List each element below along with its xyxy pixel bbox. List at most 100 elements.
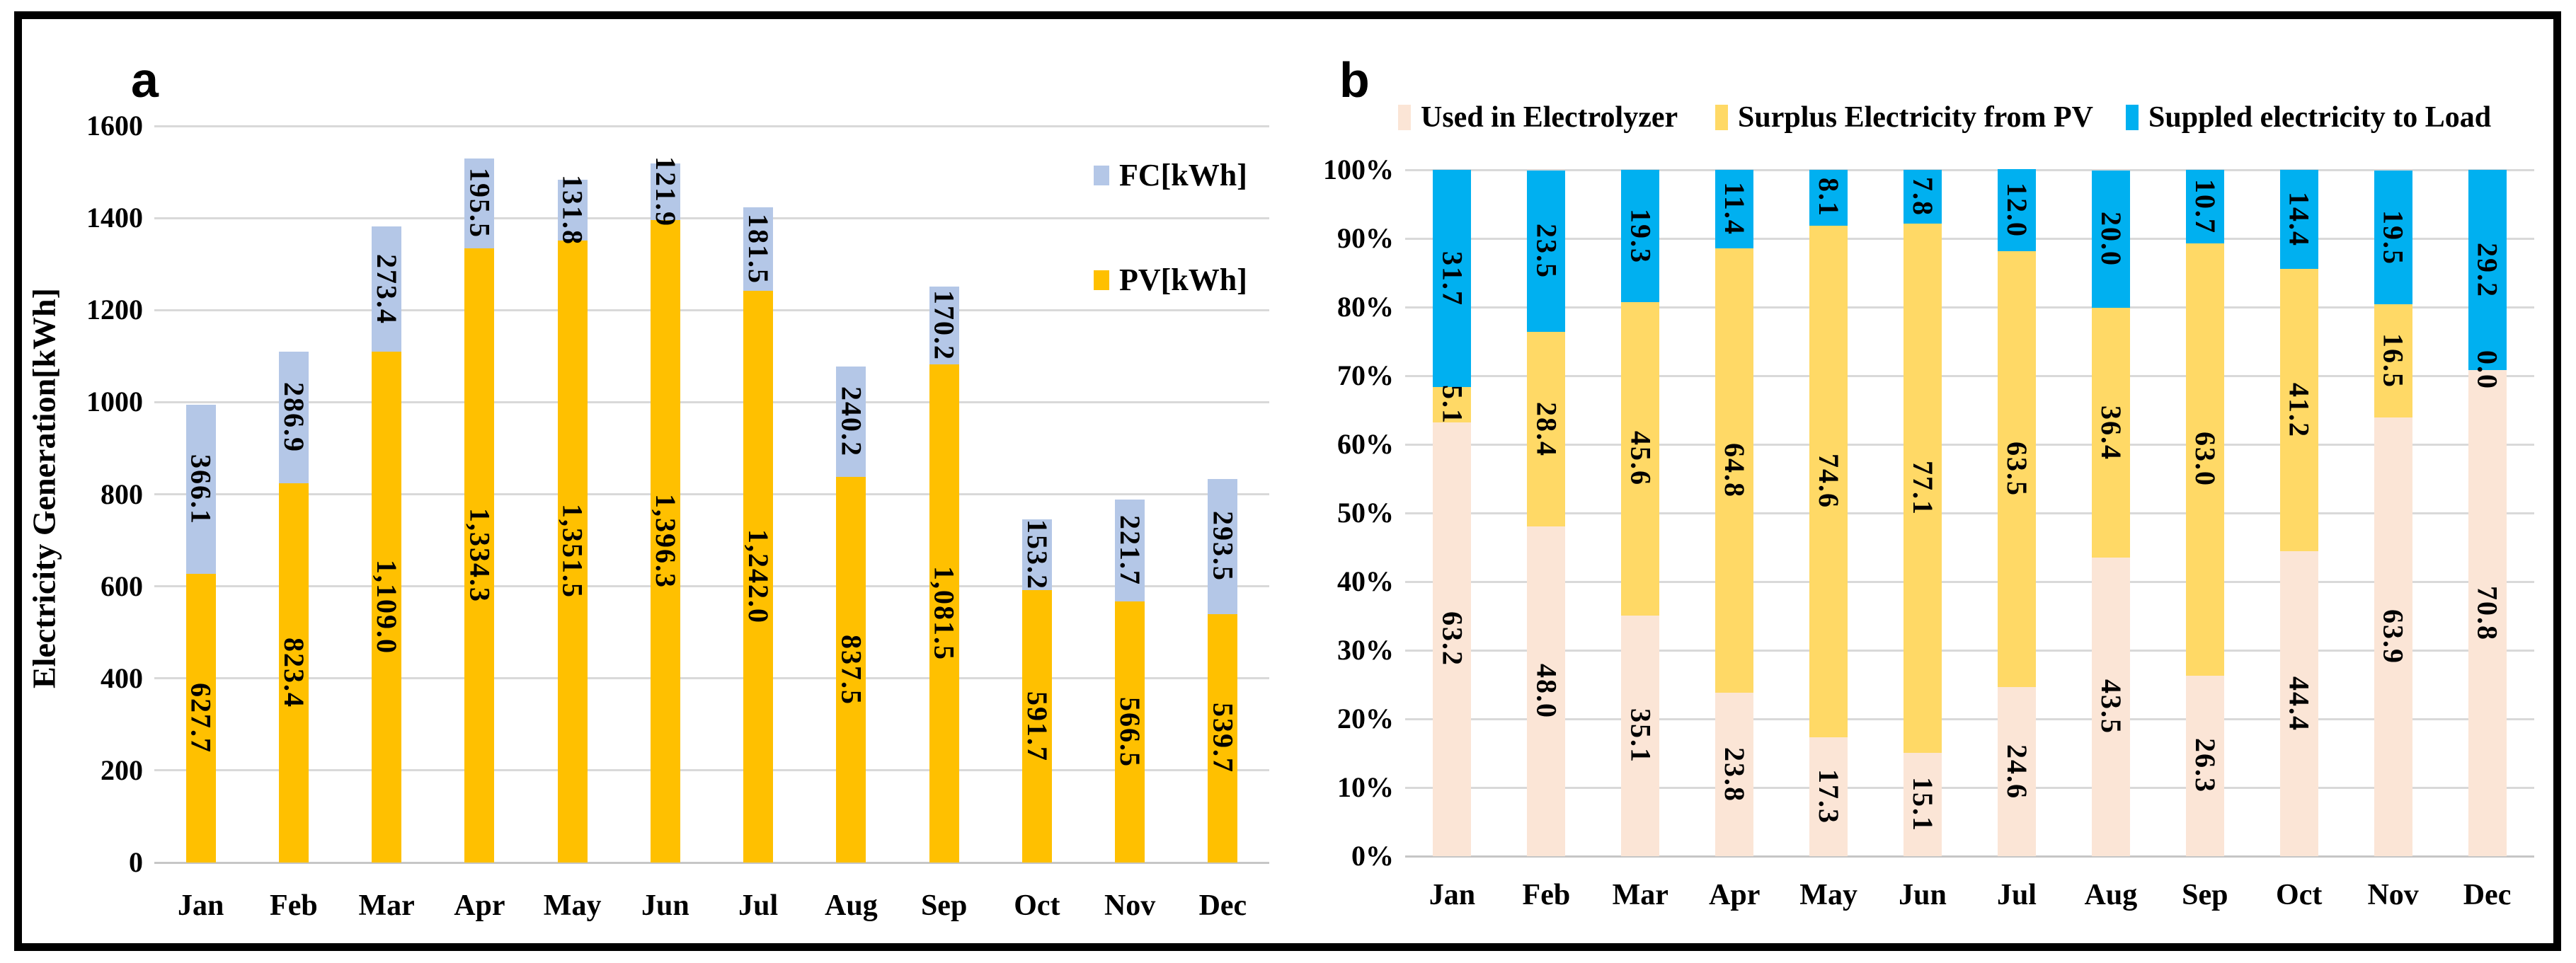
y-tick-label-70: 70% [1337, 359, 1394, 391]
value-label-suppled-electricity-to-load-feb: 23.5 [1530, 223, 1563, 279]
y-tick-label-200: 200 [101, 754, 143, 786]
bar-suppled-electricity-to-load-may [1809, 170, 1848, 226]
month-label-feb: Feb [270, 889, 318, 922]
bar-used-in-electrolyzer-jun [1904, 752, 1942, 856]
month-label-jul: Jul [1996, 879, 2037, 911]
month-label-mar: Mar [358, 889, 415, 922]
y-tick-label-90: 90% [1337, 222, 1394, 254]
bar-fc-kwh-dec [1208, 478, 1238, 614]
value-label-pv-kwh-aug: 837.5 [835, 634, 868, 705]
gridline-0 [1405, 855, 2534, 858]
gridline-1200 [154, 308, 1269, 311]
bar-suppled-electricity-to-load-jan [1433, 170, 1472, 388]
month-label-may: May [543, 889, 602, 922]
legend-swatch-surplus-electricity-from-pv [1715, 105, 1728, 130]
bar-fc-kwh-apr [464, 158, 495, 248]
value-label-used-in-electrolyzer-may: 17.3 [1813, 769, 1845, 825]
bar-surplus-electricity-from-pv-apr [1715, 248, 1754, 693]
value-label-used-in-electrolyzer-mar: 35.1 [1625, 708, 1657, 763]
value-label-surplus-electricity-from-pv-aug: 36.4 [2095, 405, 2127, 461]
bar-surplus-electricity-from-pv-oct [2279, 268, 2318, 552]
value-label-pv-kwh-jan: 627.7 [185, 682, 217, 754]
bar-pv-kwh-jun [650, 219, 680, 863]
legend-label-suppled-electricity-to-load: Suppled electricity to Load [2148, 101, 2492, 134]
bar-pv-kwh-may [557, 240, 588, 863]
value-label-suppled-electricity-to-load-sep: 10.7 [2189, 178, 2221, 234]
legend-item-pv-kwh: PV[kWh] [1094, 265, 1247, 296]
bar-surplus-electricity-from-pv-may [1809, 225, 1848, 738]
y-axis-title-a: Electricity Generation[kWh] [25, 288, 62, 688]
bar-used-in-electrolyzer-jan [1433, 422, 1472, 856]
month-label-may: May [1799, 879, 1857, 911]
bar-pv-kwh-sep [929, 364, 959, 863]
y-tick-label-60: 60% [1337, 428, 1394, 460]
bar-pv-kwh-dec [1208, 613, 1238, 863]
gridline-200 [154, 769, 1269, 772]
bar-fc-kwh-feb [278, 351, 309, 484]
legend-item-suppled-electricity-to-load: Suppled electricity to Load [2126, 103, 2491, 132]
legend-label-used-in-electrolyzer: Used in Electrolyzer [1421, 101, 1678, 134]
month-label-mar: Mar [1612, 879, 1668, 911]
month-label-dec: Dec [2463, 879, 2512, 911]
bar-fc-kwh-nov [1115, 500, 1145, 602]
month-label-sep: Sep [920, 889, 968, 922]
gridline-40 [1405, 580, 2534, 583]
legend-swatch-used-in-electrolyzer [1398, 105, 1411, 130]
value-label-fc-kwh-sep: 170.2 [928, 289, 961, 361]
bar-surplus-electricity-from-pv-jun [1904, 223, 1942, 753]
bar-pv-kwh-apr [464, 248, 495, 863]
value-label-pv-kwh-jun: 1,396.3 [649, 493, 682, 589]
value-label-surplus-electricity-from-pv-may: 74.6 [1813, 454, 1845, 509]
value-label-surplus-electricity-from-pv-dec: 0.0 [2471, 350, 2504, 391]
gridline-10 [1405, 786, 2534, 789]
gridline-80 [1405, 306, 2534, 308]
value-label-fc-kwh-jul: 181.5 [743, 213, 775, 284]
bar-used-in-electrolyzer-mar [1621, 615, 1660, 856]
value-label-used-in-electrolyzer-sep: 26.3 [2189, 738, 2221, 794]
month-label-nov: Nov [1104, 889, 1156, 922]
gridline-100 [1405, 168, 2534, 171]
value-label-pv-kwh-feb: 823.4 [277, 638, 310, 709]
value-label-fc-kwh-may: 131.8 [556, 174, 589, 246]
bar-pv-kwh-feb [278, 483, 309, 863]
y-tick-label-20: 20% [1337, 703, 1394, 734]
bar-surplus-electricity-from-pv-jan [1433, 387, 1472, 422]
bar-suppled-electricity-to-load-apr [1715, 170, 1754, 248]
y-tick-label-100: 100% [1323, 154, 1394, 185]
bar-used-in-electrolyzer-jul [1997, 687, 2036, 856]
month-label-nov: Nov [2367, 879, 2419, 911]
value-label-suppled-electricity-to-load-oct: 14.4 [2283, 191, 2315, 247]
value-label-surplus-electricity-from-pv-jul: 63.5 [2000, 442, 2033, 497]
value-label-fc-kwh-apr: 195.5 [464, 168, 496, 239]
bar-surplus-electricity-from-pv-mar [1621, 302, 1660, 616]
month-label-jan: Jan [177, 889, 224, 922]
bar-pv-kwh-mar [372, 352, 402, 863]
bar-used-in-electrolyzer-dec [2468, 370, 2507, 856]
y-tick-label-50: 50% [1337, 497, 1394, 529]
value-label-fc-kwh-aug: 240.2 [835, 386, 868, 457]
value-label-suppled-electricity-to-load-jun: 7.8 [1907, 176, 1940, 217]
y-tick-label-40: 40% [1337, 565, 1394, 597]
value-label-surplus-electricity-from-pv-jan: 5.1 [1436, 385, 1469, 425]
value-label-pv-kwh-nov: 566.5 [1114, 696, 1147, 768]
legend-swatch-fc-kwh [1094, 166, 1109, 185]
bar-suppled-electricity-to-load-jul [1997, 169, 2036, 252]
value-label-pv-kwh-apr: 1,334.3 [464, 507, 496, 603]
bar-surplus-electricity-from-pv-aug [2091, 307, 2130, 558]
value-label-suppled-electricity-to-load-jan: 31.7 [1436, 250, 1469, 306]
bar-pv-kwh-jan [185, 573, 216, 863]
legend-label-fc-kwh: FC[kWh] [1119, 158, 1247, 192]
value-label-used-in-electrolyzer-apr: 23.8 [1719, 746, 1751, 802]
gridline-90 [1405, 237, 2534, 240]
bar-used-in-electrolyzer-oct [2279, 551, 2318, 856]
y-tick-label-800: 800 [101, 478, 143, 510]
y-tick-label-400: 400 [101, 662, 143, 694]
value-label-pv-kwh-may: 1,351.5 [556, 504, 589, 599]
value-label-used-in-electrolyzer-jan: 63.2 [1436, 611, 1469, 667]
legend-item-surplus-electricity-from-pv: Surplus Electricity from PV [1715, 103, 2093, 132]
bar-fc-kwh-mar [372, 226, 402, 352]
panel-a-label: a [131, 52, 159, 108]
bar-fc-kwh-sep [929, 286, 959, 365]
bar-fc-kwh-jan [185, 405, 216, 574]
